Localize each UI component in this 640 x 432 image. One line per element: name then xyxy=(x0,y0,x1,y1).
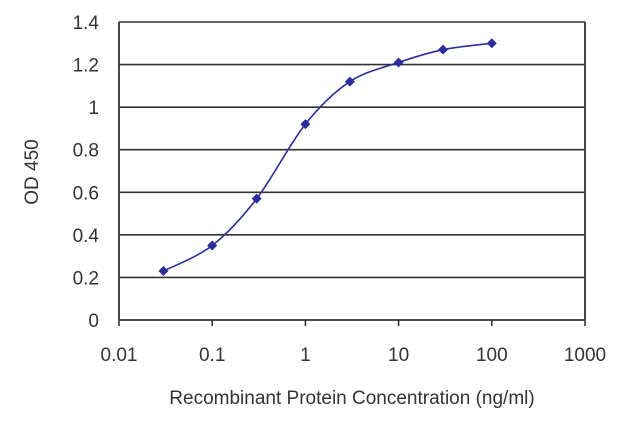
data-point xyxy=(344,76,355,87)
x-tick-labels: 0.01 0.1 1 10 100 1000 xyxy=(101,345,607,366)
data-point xyxy=(393,57,404,68)
x-tick-label: 0.01 xyxy=(101,345,138,366)
grid-lines xyxy=(119,21,585,279)
data-point xyxy=(158,266,169,277)
y-axis-label: OD 450 xyxy=(22,139,43,204)
y-tick-label: 0.4 xyxy=(73,226,100,247)
x-tick-label: 0.1 xyxy=(199,345,225,366)
x-tick-label: 1 xyxy=(300,345,311,366)
x-axis-label: Recombinant Protein Concentration (ng/ml… xyxy=(169,388,534,409)
y-tick-labels: 0 0.2 0.4 0.6 0.8 1 1.2 1.4 xyxy=(73,13,100,332)
x-tick-label: 10 xyxy=(388,345,409,366)
data-point xyxy=(486,38,497,49)
y-tick-label: 0.6 xyxy=(73,183,99,204)
y-tick-label: 1.2 xyxy=(73,56,99,77)
x-tick-label: 1000 xyxy=(564,345,606,366)
y-tick-label: 0.2 xyxy=(73,268,99,289)
y-tick-label: 0.8 xyxy=(73,141,99,162)
y-tick-label: 0 xyxy=(88,311,99,332)
data-point xyxy=(251,193,262,204)
y-tick-label: 1 xyxy=(88,98,99,119)
y-tick-label: 1.4 xyxy=(73,13,100,34)
plot-frame xyxy=(118,22,586,326)
data-point xyxy=(438,44,449,55)
x-tick-label: 100 xyxy=(476,345,508,366)
series-line xyxy=(163,42,492,272)
data-point xyxy=(207,240,218,251)
series-layer xyxy=(158,38,497,277)
data-point xyxy=(300,119,311,130)
